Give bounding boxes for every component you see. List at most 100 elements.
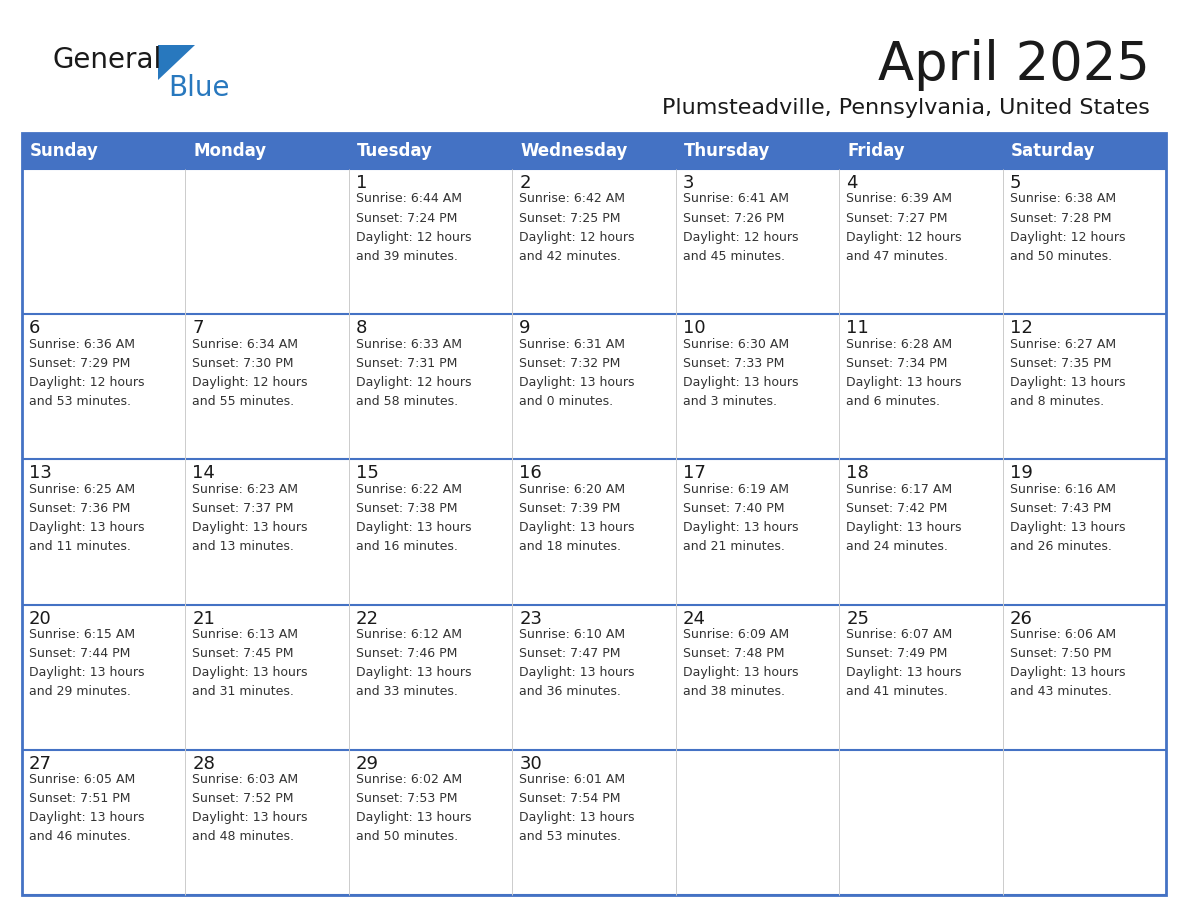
Text: 15: 15 — [356, 465, 379, 482]
Text: Sunset: 7:46 PM: Sunset: 7:46 PM — [356, 647, 457, 660]
Text: Sunrise: 6:07 AM: Sunrise: 6:07 AM — [846, 628, 953, 641]
Text: Sunrise: 6:39 AM: Sunrise: 6:39 AM — [846, 193, 952, 206]
Bar — [185, 133, 349, 169]
Text: Daylight: 12 hours: Daylight: 12 hours — [519, 230, 634, 243]
Text: and 24 minutes.: and 24 minutes. — [846, 540, 948, 553]
Text: Sunset: 7:38 PM: Sunset: 7:38 PM — [356, 502, 457, 515]
Text: Sunrise: 6:06 AM: Sunrise: 6:06 AM — [1010, 628, 1116, 641]
Text: Sunrise: 6:15 AM: Sunrise: 6:15 AM — [29, 628, 135, 641]
Text: 2: 2 — [519, 174, 531, 192]
Text: 16: 16 — [519, 465, 542, 482]
Text: Sunset: 7:30 PM: Sunset: 7:30 PM — [192, 357, 293, 370]
Text: Sunrise: 6:25 AM: Sunrise: 6:25 AM — [29, 483, 135, 496]
Text: 28: 28 — [192, 755, 215, 773]
Text: Sunrise: 6:44 AM: Sunrise: 6:44 AM — [356, 193, 462, 206]
Text: Sunrise: 6:12 AM: Sunrise: 6:12 AM — [356, 628, 462, 641]
Text: 3: 3 — [683, 174, 694, 192]
Text: 18: 18 — [846, 465, 868, 482]
Text: 29: 29 — [356, 755, 379, 773]
Text: Sunset: 7:51 PM: Sunset: 7:51 PM — [29, 792, 131, 805]
Text: Sunset: 7:43 PM: Sunset: 7:43 PM — [1010, 502, 1111, 515]
Text: and 43 minutes.: and 43 minutes. — [1010, 685, 1112, 698]
Text: and 53 minutes.: and 53 minutes. — [29, 395, 131, 408]
Text: Sunrise: 6:30 AM: Sunrise: 6:30 AM — [683, 338, 789, 351]
Text: Daylight: 12 hours: Daylight: 12 hours — [192, 375, 308, 388]
Text: Sunset: 7:31 PM: Sunset: 7:31 PM — [356, 357, 457, 370]
Text: Daylight: 13 hours: Daylight: 13 hours — [683, 375, 798, 388]
Text: and 33 minutes.: and 33 minutes. — [356, 685, 457, 698]
Text: and 45 minutes.: and 45 minutes. — [683, 250, 785, 263]
Text: Sunrise: 6:09 AM: Sunrise: 6:09 AM — [683, 628, 789, 641]
Text: and 46 minutes.: and 46 minutes. — [29, 830, 131, 844]
Bar — [23, 314, 1165, 459]
Text: and 42 minutes.: and 42 minutes. — [519, 250, 621, 263]
Text: Sunset: 7:53 PM: Sunset: 7:53 PM — [356, 792, 457, 805]
Text: and 31 minutes.: and 31 minutes. — [192, 685, 295, 698]
Text: Sunrise: 6:36 AM: Sunrise: 6:36 AM — [29, 338, 135, 351]
Text: Sunrise: 6:19 AM: Sunrise: 6:19 AM — [683, 483, 789, 496]
Text: Sunrise: 6:20 AM: Sunrise: 6:20 AM — [519, 483, 625, 496]
Text: Sunrise: 6:01 AM: Sunrise: 6:01 AM — [519, 773, 625, 787]
Text: 30: 30 — [519, 755, 542, 773]
Text: Sunset: 7:54 PM: Sunset: 7:54 PM — [519, 792, 621, 805]
Text: Daylight: 13 hours: Daylight: 13 hours — [683, 666, 798, 679]
Text: 23: 23 — [519, 610, 542, 628]
Text: Sunset: 7:32 PM: Sunset: 7:32 PM — [519, 357, 620, 370]
Text: Sunrise: 6:05 AM: Sunrise: 6:05 AM — [29, 773, 135, 787]
Text: 7: 7 — [192, 319, 204, 337]
Text: Sunset: 7:34 PM: Sunset: 7:34 PM — [846, 357, 948, 370]
Text: April 2025: April 2025 — [878, 39, 1150, 91]
Text: 25: 25 — [846, 610, 870, 628]
Text: Tuesday: Tuesday — [356, 142, 432, 160]
Text: 13: 13 — [29, 465, 52, 482]
Text: Sunset: 7:47 PM: Sunset: 7:47 PM — [519, 647, 621, 660]
Text: 8: 8 — [356, 319, 367, 337]
Text: and 26 minutes.: and 26 minutes. — [1010, 540, 1112, 553]
Text: and 48 minutes.: and 48 minutes. — [192, 830, 295, 844]
Text: Daylight: 13 hours: Daylight: 13 hours — [192, 521, 308, 534]
Text: Daylight: 13 hours: Daylight: 13 hours — [519, 375, 634, 388]
Text: and 18 minutes.: and 18 minutes. — [519, 540, 621, 553]
Bar — [676, 133, 839, 169]
Text: Daylight: 12 hours: Daylight: 12 hours — [846, 230, 961, 243]
Text: Sunset: 7:45 PM: Sunset: 7:45 PM — [192, 647, 293, 660]
Text: 17: 17 — [683, 465, 706, 482]
Text: 22: 22 — [356, 610, 379, 628]
Bar — [23, 750, 1165, 895]
Text: Sunrise: 6:33 AM: Sunrise: 6:33 AM — [356, 338, 462, 351]
Text: 10: 10 — [683, 319, 706, 337]
Text: 11: 11 — [846, 319, 868, 337]
Text: Sunrise: 6:10 AM: Sunrise: 6:10 AM — [519, 628, 625, 641]
Text: 20: 20 — [29, 610, 52, 628]
Text: Sunset: 7:27 PM: Sunset: 7:27 PM — [846, 211, 948, 225]
Text: Sunrise: 6:03 AM: Sunrise: 6:03 AM — [192, 773, 298, 787]
Text: and 53 minutes.: and 53 minutes. — [519, 830, 621, 844]
Text: Sunset: 7:39 PM: Sunset: 7:39 PM — [519, 502, 620, 515]
Text: 4: 4 — [846, 174, 858, 192]
Text: Sunset: 7:49 PM: Sunset: 7:49 PM — [846, 647, 948, 660]
Text: 1: 1 — [356, 174, 367, 192]
Text: Wednesday: Wednesday — [520, 142, 627, 160]
Text: Sunset: 7:42 PM: Sunset: 7:42 PM — [846, 502, 948, 515]
Text: Sunrise: 6:31 AM: Sunrise: 6:31 AM — [519, 338, 625, 351]
Text: Daylight: 12 hours: Daylight: 12 hours — [1010, 230, 1125, 243]
Text: and 38 minutes.: and 38 minutes. — [683, 685, 785, 698]
Text: and 41 minutes.: and 41 minutes. — [846, 685, 948, 698]
Text: and 8 minutes.: and 8 minutes. — [1010, 395, 1104, 408]
Text: Sunset: 7:24 PM: Sunset: 7:24 PM — [356, 211, 457, 225]
Text: 14: 14 — [192, 465, 215, 482]
Text: 26: 26 — [1010, 610, 1032, 628]
Text: Plumsteadville, Pennsylvania, United States: Plumsteadville, Pennsylvania, United Sta… — [662, 98, 1150, 118]
Text: Sunrise: 6:16 AM: Sunrise: 6:16 AM — [1010, 483, 1116, 496]
Bar — [839, 133, 1003, 169]
Text: and 16 minutes.: and 16 minutes. — [356, 540, 457, 553]
Text: Daylight: 12 hours: Daylight: 12 hours — [356, 375, 472, 388]
Bar — [23, 133, 1165, 895]
Text: Sunrise: 6:34 AM: Sunrise: 6:34 AM — [192, 338, 298, 351]
Text: and 50 minutes.: and 50 minutes. — [1010, 250, 1112, 263]
Text: Daylight: 13 hours: Daylight: 13 hours — [1010, 521, 1125, 534]
Text: 24: 24 — [683, 610, 706, 628]
Text: Daylight: 12 hours: Daylight: 12 hours — [29, 375, 145, 388]
Text: Daylight: 13 hours: Daylight: 13 hours — [1010, 666, 1125, 679]
Text: and 39 minutes.: and 39 minutes. — [356, 250, 457, 263]
